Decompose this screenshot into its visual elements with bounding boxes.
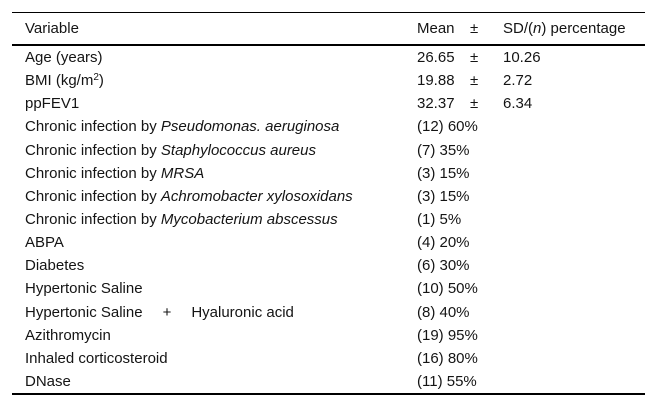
row-count-percentage: (16) 80% bbox=[417, 349, 478, 367]
row-mean-value: 19.88 bbox=[417, 72, 455, 90]
table-row: BMI (kg/m2) 19.88 ±2.72 bbox=[12, 69, 645, 92]
summary-table: Variable Mean ± SD/(n) percentage Age (y… bbox=[12, 12, 645, 396]
table-row: Chronic infection by Staphylococcus aure… bbox=[12, 139, 645, 162]
label-segment: Hypertonic Saline bbox=[25, 303, 143, 321]
label-segment: Achromobacter xylosoxidans bbox=[160, 187, 353, 205]
table-row: Azithromycin (19) 95% bbox=[12, 324, 645, 347]
label-segment: Age (years) bbox=[25, 49, 103, 67]
row-count-percentage: (3) 15% bbox=[417, 164, 470, 182]
table-row: Diabetes (6) 30% bbox=[12, 254, 645, 277]
row-count-percentage: (3) 15% bbox=[417, 187, 470, 205]
row-count-percentage: (12) 60% bbox=[417, 118, 478, 136]
label-segment: Staphylococcus aureus bbox=[160, 141, 316, 159]
row-mean-value: 26.65 bbox=[417, 49, 455, 67]
table-row: Hypertonic Saline (10) 50% bbox=[12, 277, 645, 300]
table-row: Chronic infection by MRSA (3) 15% bbox=[12, 162, 645, 185]
row-mean-value: 32.37 bbox=[417, 95, 455, 113]
row-sd-value: 6.34 bbox=[503, 95, 533, 113]
row-plus-minus: ± bbox=[470, 72, 479, 90]
row-label: Chronic infection by Achromobacter xylos… bbox=[12, 188, 417, 205]
row-label: ppFEV1 bbox=[12, 95, 417, 112]
table-row: Hypertonic Saline + Hyaluronic acid (8) 40% bbox=[12, 301, 645, 324]
label-segment: Chronic infection by bbox=[25, 141, 161, 159]
row-count-percentage: (4) 20% bbox=[417, 234, 470, 252]
row-plus-minus: ± bbox=[470, 95, 479, 113]
row-count-percentage: (7) 35% bbox=[417, 141, 470, 159]
row-label: Azithromycin bbox=[12, 327, 417, 344]
row-count-percentage: (19) 95% bbox=[417, 326, 478, 344]
label-segment: Pseudomonas. aeruginosa bbox=[160, 118, 340, 136]
label-segment: + bbox=[162, 303, 172, 321]
label-segment: Inhaled corticosteroid bbox=[25, 349, 168, 367]
row-label: Age (years) bbox=[12, 49, 417, 66]
table-row: ABPA (4) 20% bbox=[12, 231, 645, 254]
row-label: Hypertonic Saline + Hyaluronic acid bbox=[12, 304, 417, 321]
column-header-mean: Mean bbox=[417, 20, 455, 37]
row-label: DNase bbox=[12, 373, 417, 390]
label-segment: ppFEV1 bbox=[25, 95, 80, 113]
label-segment: SD/( bbox=[503, 20, 533, 37]
row-sd-value: 2.72 bbox=[503, 72, 533, 90]
label-segment: Chronic infection by bbox=[25, 211, 161, 229]
label-segment: ) percentage bbox=[541, 20, 626, 37]
row-label: ABPA bbox=[12, 234, 417, 251]
label-segment: ABPA bbox=[25, 234, 64, 252]
label-segment: Hypertonic Saline bbox=[25, 280, 143, 298]
row-label: Chronic infection by Staphylococcus aure… bbox=[12, 142, 417, 159]
table-row: ppFEV1 32.37 ±6.34 bbox=[12, 92, 645, 115]
label-segment: Chronic infection by bbox=[25, 118, 161, 136]
row-label: Chronic infection by Pseudomonas. aerugi… bbox=[12, 118, 417, 135]
label-segment: MRSA bbox=[160, 164, 205, 182]
label-segment: Chronic infection by bbox=[25, 187, 161, 205]
table-row: Chronic infection by Mycobacterium absce… bbox=[12, 208, 645, 231]
row-count-percentage: (11) 55% bbox=[417, 373, 477, 391]
row-count-percentage: (8) 40% bbox=[417, 303, 470, 321]
row-label: Hypertonic Saline bbox=[12, 280, 417, 297]
row-count-percentage: (6) 30% bbox=[417, 257, 470, 275]
label-segment: Mycobacterium abscessus bbox=[160, 211, 338, 229]
label-segment: Hyaluronic acid bbox=[191, 303, 294, 321]
row-label: Diabetes bbox=[12, 257, 417, 274]
row-label: Inhaled corticosteroid bbox=[12, 350, 417, 367]
row-sd-value: 10.26 bbox=[503, 49, 541, 67]
row-count-percentage: (10) 50% bbox=[417, 280, 478, 298]
label-segment: Chronic infection by bbox=[25, 164, 161, 182]
column-header-plus-minus: ± bbox=[470, 20, 479, 37]
table-body: Age (years) 26.65 ±10.26 BMI (kg/m2) 19.88 ±2… bbox=[12, 46, 645, 393]
row-label: BMI (kg/m2) bbox=[12, 72, 417, 89]
label-segment: BMI (kg/m bbox=[25, 72, 94, 90]
row-label: Chronic infection by MRSA bbox=[12, 165, 417, 182]
row-label: Chronic infection by Mycobacterium absce… bbox=[12, 211, 417, 228]
table-row: Chronic infection by Pseudomonas. aerugi… bbox=[12, 115, 645, 138]
column-header-sd-percentage: SD/(n) percentage bbox=[503, 20, 645, 37]
table-row: Inhaled corticosteroid (16) 80% bbox=[12, 347, 645, 370]
row-count-percentage: (1) 5% bbox=[417, 211, 462, 229]
column-header-variable: Variable bbox=[25, 20, 79, 37]
label-segment: Azithromycin bbox=[25, 326, 111, 344]
label-segment: n bbox=[533, 20, 542, 37]
table-header-row: Variable Mean ± SD/(n) percentage bbox=[12, 13, 645, 46]
label-segment: Diabetes bbox=[25, 257, 85, 275]
table-row: DNase (11) 55% bbox=[12, 370, 645, 393]
table-row: Chronic infection by Achromobacter xylos… bbox=[12, 185, 645, 208]
label-segment: 2 bbox=[93, 72, 99, 84]
table-row: Age (years) 26.65 ±10.26 bbox=[12, 46, 645, 69]
label-segment: ) bbox=[98, 72, 104, 90]
row-plus-minus: ± bbox=[470, 49, 479, 67]
label-segment: DNase bbox=[25, 373, 71, 391]
